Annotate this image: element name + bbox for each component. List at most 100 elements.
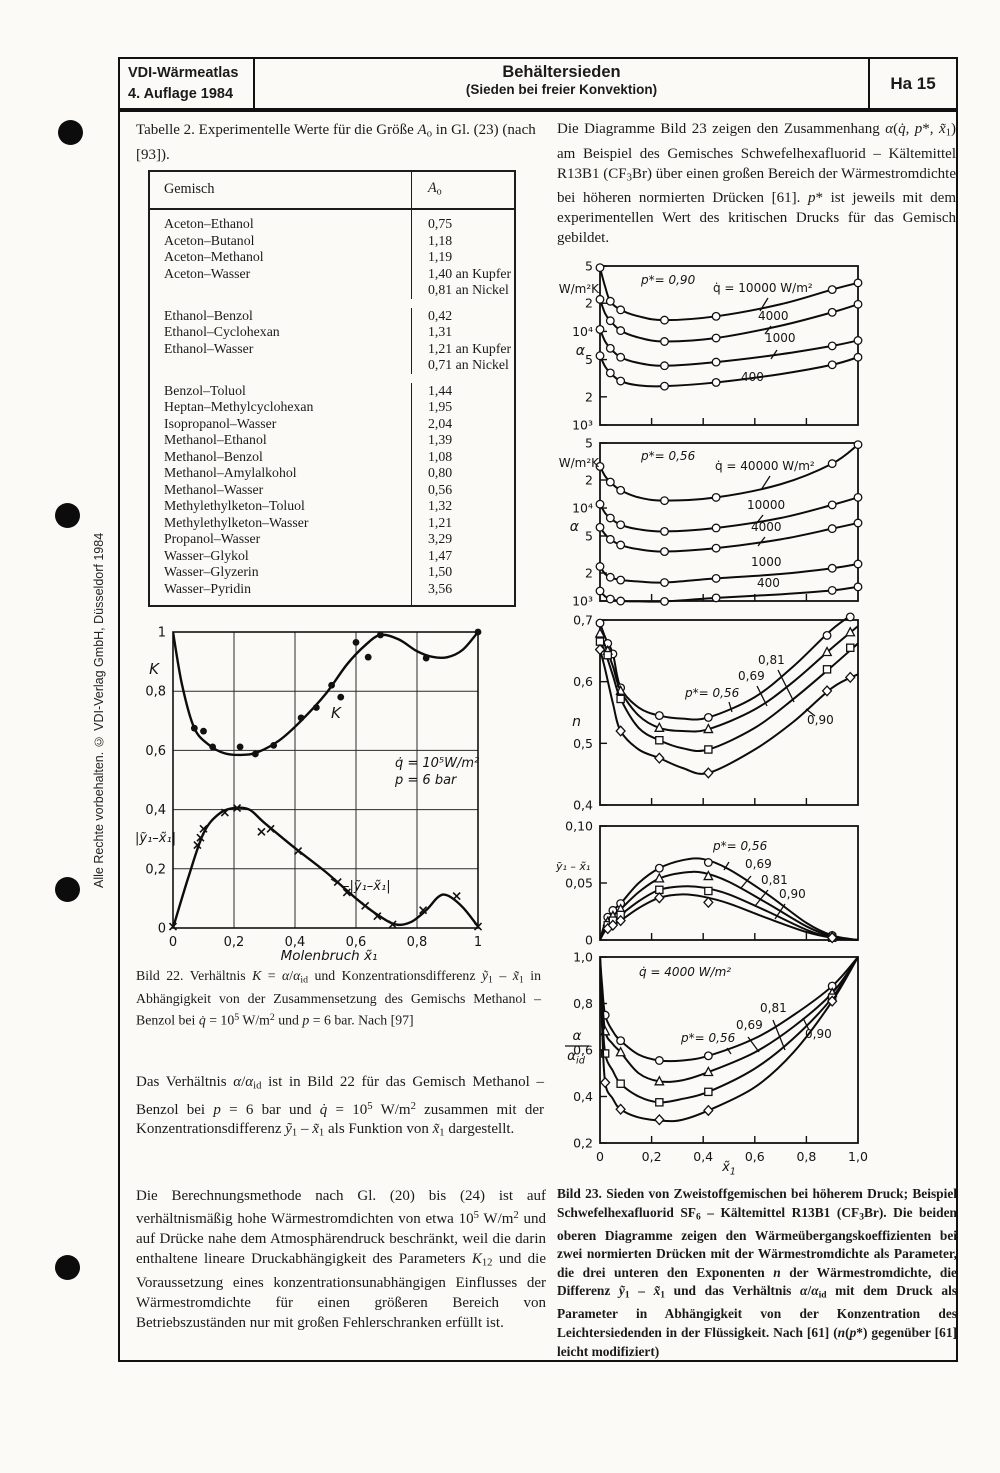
header-edition-box: VDI-Wärmeatlas 4. Auflage 1984: [118, 57, 255, 110]
svg-text:p*= 0,90: p*= 0,90: [640, 273, 696, 287]
svg-text:0,5: 0,5: [573, 736, 593, 751]
svg-text:4000: 4000: [751, 520, 782, 534]
svg-text:2: 2: [585, 566, 593, 581]
svg-text:10⁴: 10⁴: [572, 501, 593, 516]
ao-value-cell: 0,56: [428, 481, 453, 497]
svg-text:10³: 10³: [572, 418, 593, 433]
section-code: Ha 15: [890, 74, 936, 93]
svg-text:0,90: 0,90: [807, 713, 834, 727]
table-row: Ethanol–Benzol 0,42: [149, 307, 515, 324]
svg-text:0,90: 0,90: [805, 1027, 832, 1041]
svg-text:2: 2: [585, 389, 593, 404]
header-title-box: Behältersieden (Sieden bei freier Konvek…: [253, 57, 870, 110]
svg-text:W/m²K: W/m²K: [559, 456, 600, 470]
svg-text:0,6: 0,6: [745, 1149, 765, 1164]
svg-text:–|ỹ₁–x̃₁|: –|ỹ₁–x̃₁|: [343, 879, 391, 894]
svg-text:p*= 0,56: p*= 0,56: [684, 686, 740, 700]
ao-value-cell: 1,39: [428, 432, 453, 447]
ao-value-cell: 1,50: [428, 564, 453, 579]
svg-text:0,2: 0,2: [145, 862, 166, 877]
table2-head: Gemisch Ao: [149, 171, 515, 210]
svg-text:0,69: 0,69: [738, 669, 765, 683]
svg-text:0,81: 0,81: [761, 873, 788, 887]
svg-text:1: 1: [158, 626, 166, 641]
copyright-sidebar: Alle Rechte vorbehalten. © VDI-Verlag Gm…: [92, 532, 106, 888]
svg-text:0,4: 0,4: [285, 935, 306, 950]
ao-value-cell: 1,95: [428, 399, 453, 414]
chartD-svg: 0,10 0,05 0 ỹ₁ – x̃₁ p*= 0,56 0,69 0,810,90: [555, 820, 859, 948]
mixture-name-cell: Ethanol–Cyclohexan: [149, 324, 412, 341]
table2-caption: Tabelle 2. Experimentelle Werte für die …: [136, 122, 536, 163]
alpha-ratio-chart: 0 0,2 0,4 0,6 0,8 1,0 1,0 0,8 0,6 0,4 0,2 q̇ = 4000…: [555, 950, 955, 1175]
svg-text:0,4: 0,4: [573, 798, 593, 813]
ao-value-cell: 1,18: [428, 232, 453, 248]
bild22-caption: Bild 22. Verhältnis K = α/αid und Konzen…: [136, 968, 541, 1028]
table-row: Methanol–Ethanol 1,39: [149, 432, 515, 449]
mixture-name-cell: Wasser–Glyzerin: [149, 564, 412, 581]
svg-text:|ỹ₁–x̃₁|: |ỹ₁–x̃₁|: [135, 831, 176, 846]
bild23-caption: Bild 23. Sieden von Zweistoffgemischen b…: [557, 1186, 958, 1359]
ao-value-cell: 1,21: [428, 514, 453, 530]
svg-text:n: n: [572, 714, 581, 730]
mixture-name-cell: Methylethylketon–Wasser: [149, 514, 412, 531]
svg-text:0,90: 0,90: [779, 887, 806, 901]
svg-text:0,2: 0,2: [642, 1149, 662, 1164]
ao-value-cell: 0,80: [428, 465, 453, 480]
ao-value-cell: 1,08: [428, 448, 453, 464]
ao-value-cell: 0,81 an Nickel: [428, 282, 509, 297]
mixture-name-cell: Aceton–Wasser: [149, 265, 412, 282]
concentration-difference-chart: 0,10 0,05 0 ỹ₁ – x̃₁ p*= 0,56 0,69 0,81 0,90: [555, 820, 955, 948]
punch-hole: [55, 503, 80, 528]
mixture-name-cell: Benzol–Toluol: [149, 382, 412, 399]
ao-value-cell: 1,47: [428, 547, 453, 563]
svg-text:p = 6 bar: p = 6 bar: [394, 773, 458, 788]
chartC-svg: 0,7 0,6 0,5 0,4 n 0,81 0,69 p*= 0,56 0,90: [572, 612, 859, 813]
ao-value-cell: 0,42: [428, 307, 453, 323]
mixture-name-cell: Ethanol–Wasser: [149, 340, 412, 357]
svg-text:0,7: 0,7: [573, 613, 593, 628]
table2-body: Aceton–Ethanol 0,75 Aceton–Butanol 1,18 Acet…: [149, 209, 515, 606]
alpha-chart-p090: 5 2 10⁴ 5 2 10³ W/m²K α p*= 0,90 q̇ = 10000 W/m² 4…: [555, 260, 955, 436]
svg-text:5: 5: [585, 260, 593, 274]
atlas-title: VDI-Wärmeatlas: [128, 65, 239, 81]
svg-text:5: 5: [585, 352, 593, 367]
svg-text:0,69: 0,69: [745, 857, 772, 871]
table-gap-row: [149, 374, 515, 383]
ao-value-cell: 1,40 an Kupfer: [428, 265, 512, 281]
ao-value-cell: 3,29: [428, 531, 453, 546]
svg-text:0,81: 0,81: [760, 1001, 787, 1015]
svg-text:0,6: 0,6: [573, 674, 593, 689]
mixture-name-cell: Propanol–Wasser: [149, 531, 412, 548]
ao-value-cell: 1,21 an Kupfer: [428, 340, 512, 356]
ao-value-cell: 1,32: [428, 498, 453, 513]
svg-text:0,6: 0,6: [346, 935, 367, 950]
svg-text:2: 2: [585, 296, 593, 311]
mixture-name-cell: Aceton–Butanol: [149, 232, 412, 249]
chartA-svg: 5 2 10⁴ 5 2 10³ W/m²K α p*= 0,90 q̇ = 10000 W/m² 4…: [559, 260, 863, 433]
svg-text:10³: 10³: [572, 594, 593, 609]
svg-text:5: 5: [585, 436, 593, 451]
page-subtitle: (Sieden bei freier Konvektion): [465, 82, 658, 97]
svg-text:1,0: 1,0: [573, 950, 593, 965]
svg-text:q̇ = 10000 W/m²: q̇ = 10000 W/m²: [713, 281, 813, 295]
svg-text:0,6: 0,6: [145, 744, 166, 759]
svg-text:p*= 0,56: p*= 0,56: [712, 839, 768, 853]
ao-value-cell: 0,71 an Nickel: [428, 357, 509, 372]
svg-text:0,10: 0,10: [565, 820, 593, 834]
svg-text:p*= 0,56: p*= 0,56: [640, 449, 696, 463]
svg-text:q̇ = 10⁵W/m²: q̇ = 10⁵W/m²: [395, 756, 479, 771]
table-row: 0,71 an Nickel: [149, 357, 515, 374]
svg-text:q̇ = 4000 W/m²: q̇ = 4000 W/m²: [639, 965, 731, 979]
mixture-name-cell: Aceton–Methanol: [149, 249, 412, 266]
svg-text:0,4: 0,4: [573, 1089, 593, 1104]
chartB-svg: 5 2 10⁴ 5 2 10³ W/m²K α p*= 0,56 q̇ = 40000 W/m² 1…: [559, 436, 863, 609]
mixture-name-cell: Methanol–Benzol: [149, 448, 412, 465]
table-row: Ethanol–Wasser 1,21 an Kupfer: [149, 340, 515, 357]
svg-text:K: K: [149, 660, 160, 678]
ao-value-cell: 0,75: [428, 216, 453, 231]
svg-text:0,4: 0,4: [693, 1149, 713, 1164]
column-header-ao: Ao: [411, 171, 515, 210]
table-row: Methylethylketon–Toluol 1,32: [149, 498, 515, 515]
